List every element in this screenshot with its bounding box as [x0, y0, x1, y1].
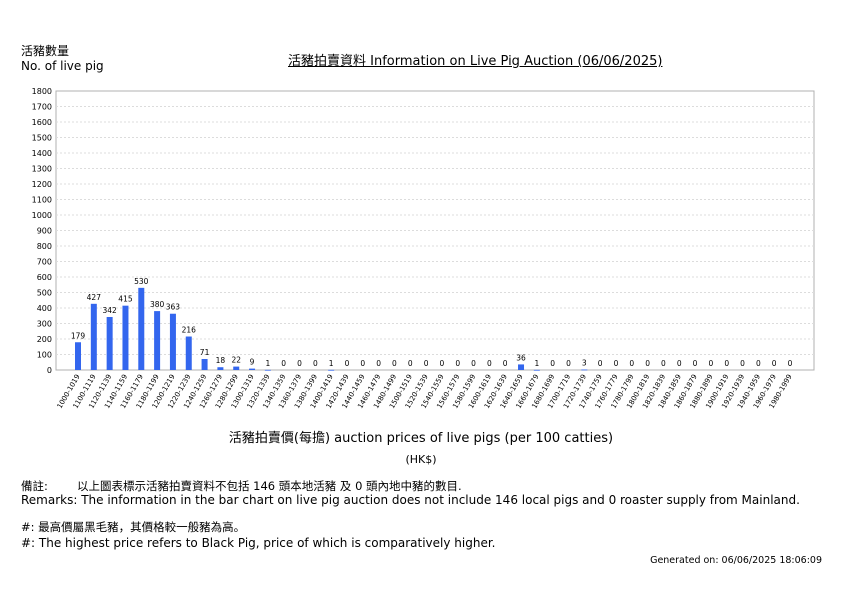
generated-timestamp: Generated on: 06/06/2025 18:06:09 — [650, 555, 822, 566]
data-label: 415 — [118, 295, 133, 304]
data-label: 0 — [360, 359, 365, 368]
y-tick-label: 800 — [37, 242, 52, 251]
bar — [518, 364, 525, 370]
data-label: 342 — [102, 306, 117, 315]
bar-chart: 0100200300400500600700800900100011001200… — [32, 87, 815, 410]
y-tick-label: 1500 — [32, 134, 52, 143]
y-tick-label: 400 — [37, 304, 52, 313]
bar — [533, 369, 540, 371]
data-label: 0 — [645, 359, 650, 368]
data-label: 71 — [200, 348, 210, 357]
data-label: 0 — [724, 359, 729, 368]
data-label: 9 — [250, 358, 255, 367]
y-axis-title-en: No. of live pig — [21, 59, 104, 73]
data-label: 380 — [150, 300, 165, 309]
data-label: 1 — [534, 359, 539, 368]
y-tick-label: 700 — [37, 258, 52, 267]
data-label: 0 — [487, 359, 492, 368]
data-label: 0 — [788, 359, 793, 368]
data-label: 530 — [134, 277, 149, 286]
data-label: 216 — [182, 326, 197, 335]
plot-area — [55, 90, 815, 371]
y-tick-label: 1400 — [32, 149, 52, 158]
remarks-en: Remarks: The information in the bar char… — [21, 493, 800, 507]
data-label: 0 — [756, 359, 761, 368]
data-label: 1 — [265, 359, 270, 368]
data-label: 0 — [550, 359, 555, 368]
note-zh: #: 最高價屬黑毛豬，其價格較一般豬為高。 — [21, 520, 246, 534]
bar — [169, 313, 176, 370]
data-label: 0 — [440, 359, 445, 368]
data-label: 0 — [693, 359, 698, 368]
data-label: 0 — [297, 359, 302, 368]
y-tick-label: 1300 — [32, 165, 52, 174]
data-label: 1 — [329, 359, 334, 368]
data-label: 0 — [566, 359, 571, 368]
y-tick-label: 1700 — [32, 103, 52, 112]
x-axis-title: 活豬拍賣價(每擔) auction prices of live pigs (p… — [228, 431, 614, 446]
y-tick-label: 1000 — [32, 211, 52, 220]
y-tick-label: 300 — [37, 320, 52, 329]
data-label: 36 — [516, 353, 526, 362]
y-tick-label: 1800 — [32, 87, 52, 96]
bar — [106, 316, 113, 370]
bar — [185, 336, 192, 370]
data-label: 22 — [231, 356, 241, 365]
y-tick-label: 900 — [37, 227, 52, 236]
y-tick-label: 1100 — [32, 196, 52, 205]
data-label: 0 — [313, 359, 318, 368]
data-label: 0 — [629, 359, 634, 368]
bar — [122, 305, 129, 370]
bar — [90, 303, 97, 370]
data-label: 3 — [582, 359, 587, 368]
note-en: #: The highest price refers to Black Pig… — [21, 536, 496, 550]
x-axis-unit: (HK$) — [405, 453, 437, 466]
data-label: 0 — [598, 359, 603, 368]
y-tick-label: 0 — [47, 366, 52, 375]
bar — [138, 287, 145, 370]
bar — [201, 358, 208, 370]
bar — [264, 369, 271, 371]
bar — [328, 369, 335, 371]
y-tick-label: 1200 — [32, 180, 52, 189]
data-label: 0 — [740, 359, 745, 368]
data-label: 0 — [772, 359, 777, 368]
y-axis-title-zh: 活豬數量 — [21, 44, 70, 58]
chart-title: 活豬拍賣資料 Information on Live Pig Auction (… — [288, 54, 663, 69]
y-tick-label: 600 — [37, 273, 52, 282]
y-tick-label: 200 — [37, 335, 52, 344]
data-label: 0 — [424, 359, 429, 368]
data-label: 0 — [345, 359, 350, 368]
data-label: 0 — [281, 359, 286, 368]
data-label: 0 — [455, 359, 460, 368]
data-label: 0 — [661, 359, 666, 368]
bar — [217, 367, 224, 370]
data-label: 0 — [614, 359, 619, 368]
bar — [75, 342, 81, 370]
data-label: 0 — [471, 359, 476, 368]
data-label: 0 — [376, 359, 381, 368]
data-label: 0 — [503, 359, 508, 368]
y-tick-label: 1600 — [32, 118, 52, 127]
remarks-zh-label: 備註: — [21, 479, 48, 493]
bar — [249, 368, 256, 370]
y-tick-label: 500 — [37, 289, 52, 298]
bar — [233, 366, 240, 370]
data-label: 0 — [392, 359, 397, 368]
bar — [154, 311, 161, 370]
data-label: 0 — [408, 359, 413, 368]
data-label: 363 — [166, 303, 181, 312]
y-tick-label: 100 — [37, 351, 52, 360]
remarks-zh: 備註: 以上圖表標示活豬拍賣資料不包括 146 頭本地活豬 及 0 頭內地中豬的數… — [21, 478, 462, 494]
data-label: 18 — [216, 356, 226, 365]
data-label: 427 — [87, 293, 102, 302]
data-label: 0 — [677, 359, 682, 368]
bar — [581, 369, 588, 371]
data-label: 0 — [708, 359, 713, 368]
data-label: 179 — [71, 331, 86, 340]
remarks-zh-text: 以上圖表標示活豬拍賣資料不包括 146 頭本地活豬 及 0 頭內地中豬的數目. — [77, 479, 462, 493]
